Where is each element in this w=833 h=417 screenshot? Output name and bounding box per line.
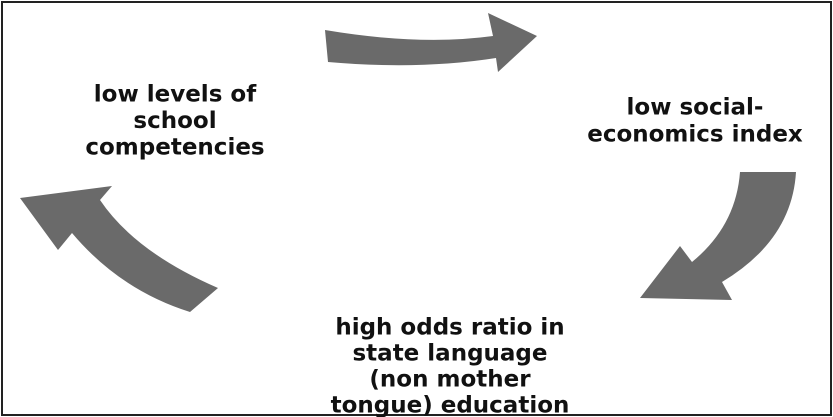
node-label: economics index — [587, 122, 803, 148]
node-label: (non mother — [369, 367, 531, 393]
arrow-left — [20, 186, 218, 312]
node-label: high odds ratio in — [335, 315, 564, 341]
node-label: school — [133, 108, 216, 134]
node-label: low social- — [627, 95, 764, 121]
node-label: state language — [352, 341, 547, 367]
arrow-right — [640, 172, 796, 300]
node-label: low levels of — [94, 82, 257, 108]
arrow-top — [325, 13, 537, 72]
node-label: competencies — [85, 135, 264, 161]
node-label: tongue) education — [331, 393, 570, 417]
